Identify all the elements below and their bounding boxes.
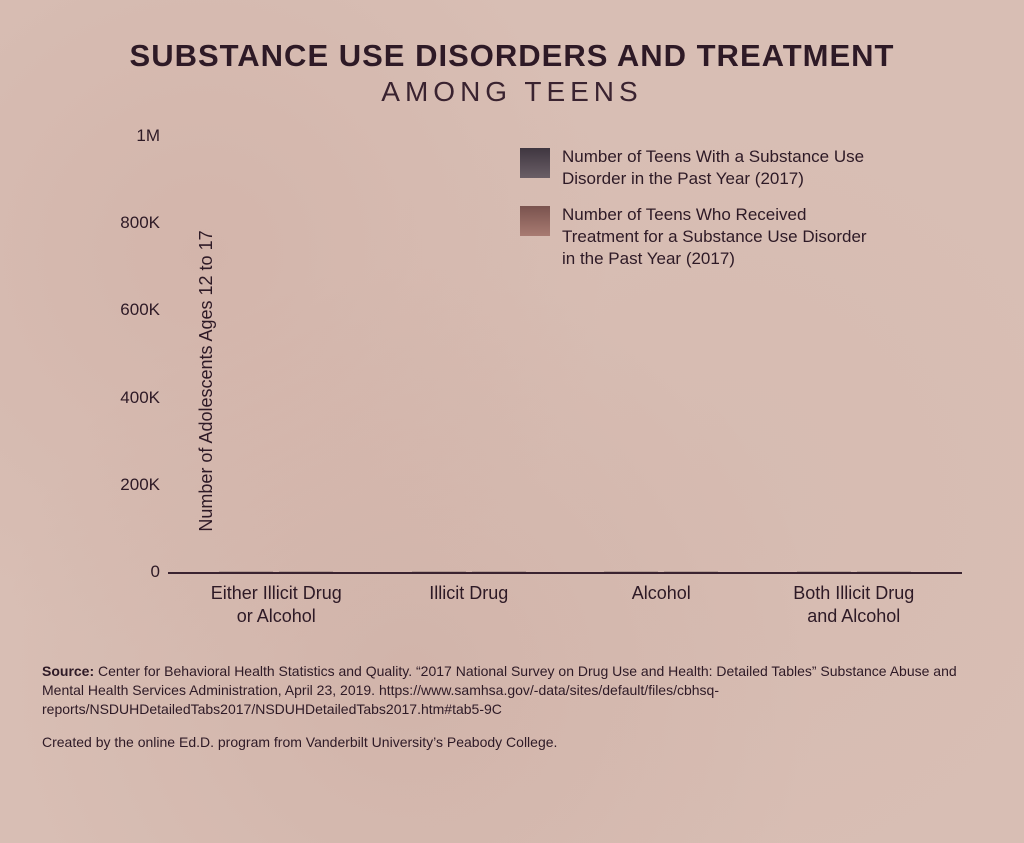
x-axis-labels: Either Illicit Drug or AlcoholIllicit Dr… — [168, 576, 962, 626]
footer: Source: Center for Behavioral Health Sta… — [42, 662, 982, 752]
legend-item: Number of Teens Who Received Treatment f… — [520, 204, 882, 270]
legend-text: Number of Teens With a Substance Use Dis… — [562, 146, 882, 190]
bar-treatment — [472, 571, 526, 572]
credit-line: Created by the online Ed.D. program from… — [42, 733, 982, 752]
bar-group — [758, 571, 951, 572]
legend-text: Number of Teens Who Received Treatment f… — [562, 204, 882, 270]
source-label: Source: — [42, 663, 94, 679]
legend-item: Number of Teens With a Substance Use Dis… — [520, 146, 882, 190]
x-axis-label: Either Illicit Drug or Alcohol — [180, 582, 373, 626]
infographic-container: SUBSTANCE USE DISORDERS AND TREATMENT AM… — [0, 0, 1024, 843]
x-axis-label: Both Illicit Drug and Alcohol — [758, 582, 951, 626]
bar-treatment — [279, 571, 333, 572]
bar-treatment — [664, 571, 718, 572]
y-tick: 0 — [110, 562, 160, 582]
bar-disorder — [412, 571, 466, 572]
legend: Number of Teens With a Substance Use Dis… — [520, 146, 882, 270]
title-line2: AMONG TEENS — [42, 76, 982, 108]
source-line: Source: Center for Behavioral Health Sta… — [42, 662, 982, 719]
title-block: SUBSTANCE USE DISORDERS AND TREATMENT AM… — [42, 38, 982, 108]
title-line1: SUBSTANCE USE DISORDERS AND TREATMENT — [42, 38, 982, 74]
x-axis-label: Illicit Drug — [373, 582, 566, 626]
legend-swatch — [520, 206, 550, 236]
y-tick: 600K — [110, 300, 160, 320]
y-tick: 1M — [110, 126, 160, 146]
y-tick: 200K — [110, 475, 160, 495]
legend-swatch — [520, 148, 550, 178]
bar-treatment — [857, 571, 911, 572]
bar-disorder — [797, 571, 851, 572]
y-tick: 400K — [110, 388, 160, 408]
source-text: Center for Behavioral Health Statistics … — [42, 663, 957, 717]
y-tick: 800K — [110, 213, 160, 233]
bar-group — [180, 571, 373, 572]
bar-disorder — [604, 571, 658, 572]
bar-disorder — [219, 571, 273, 572]
bar-group — [565, 571, 758, 572]
bar-group — [373, 571, 566, 572]
x-axis-label: Alcohol — [565, 582, 758, 626]
